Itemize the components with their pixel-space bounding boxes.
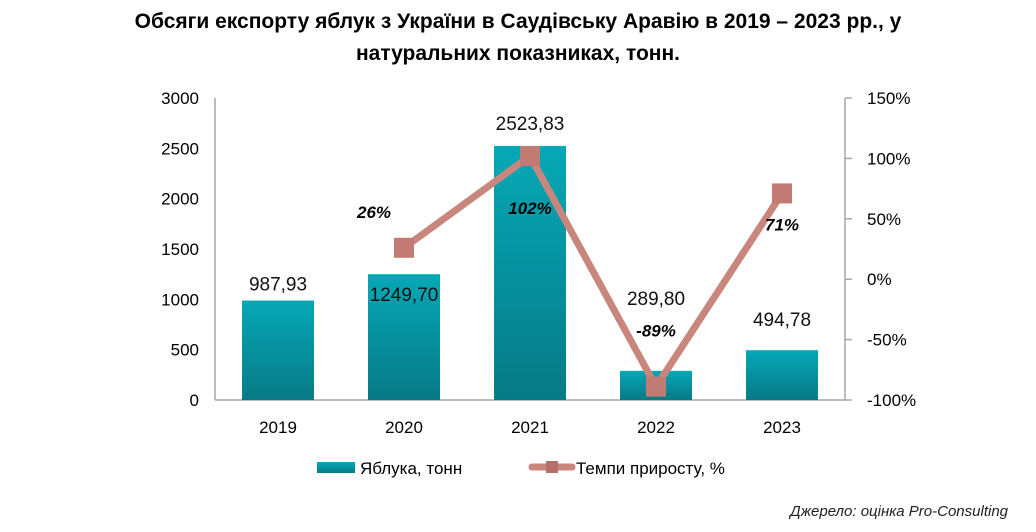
x-tick-label: 2022 (637, 418, 675, 437)
bar-2021 (494, 145, 566, 400)
bar-value-label: 2523,83 (496, 114, 565, 135)
growth-label: -89% (636, 322, 676, 341)
growth-label: 102% (508, 199, 551, 218)
bar-value-label: 494,78 (753, 310, 811, 331)
x-tick-label: 2023 (763, 418, 801, 437)
right-tick-label: 0% (867, 270, 892, 289)
chart-title-line2: натуральних показниках, тонн. (355, 42, 680, 65)
bar-2019 (242, 300, 314, 400)
right-tick-label: -50% (867, 331, 907, 350)
x-tick-label: 2019 (259, 418, 297, 437)
left-tick-label: 2000 (161, 190, 199, 209)
source-note: Джерело: оцінка Pro-Consulting (790, 503, 1008, 520)
growth-marker (520, 145, 540, 166)
right-tick-label: -100% (867, 391, 916, 410)
growth-marker (646, 376, 666, 397)
x-tick-label: 2021 (511, 418, 549, 437)
right-tick-label: 100% (867, 149, 910, 168)
right-tick-label: 50% (867, 210, 901, 229)
left-tick-label: 1000 (161, 290, 199, 309)
bar-2023 (746, 350, 818, 400)
legend-bar-swatch (317, 462, 355, 473)
growth-marker (772, 183, 792, 204)
left-tick-label: 1500 (161, 240, 199, 259)
chart-title-line1: Обсяги експорту яблук з України в Саудів… (134, 10, 902, 33)
growth-label: 26% (356, 203, 391, 222)
x-tick-label: 2020 (385, 418, 423, 437)
bar-value-label: 987,93 (249, 275, 307, 296)
left-tick-label: 3000 (161, 89, 199, 108)
left-tick-label: 0 (190, 391, 199, 410)
legend-line-label: Темпи приросту, % (576, 459, 725, 478)
legend-line-marker (546, 461, 558, 473)
growth-line (401, 152, 785, 391)
legend-bar-label: Яблука, тонн (360, 459, 462, 478)
growth-marker (394, 237, 414, 258)
right-tick-label: 150% (867, 89, 910, 108)
bar-value-label: 289,80 (627, 289, 685, 310)
left-tick-label: 2500 (161, 139, 199, 158)
left-tick-label: 500 (171, 341, 199, 360)
growth-label: 71% (765, 215, 799, 234)
bar-2020 (368, 274, 440, 400)
bar-value-label: 1249,70 (370, 285, 439, 306)
